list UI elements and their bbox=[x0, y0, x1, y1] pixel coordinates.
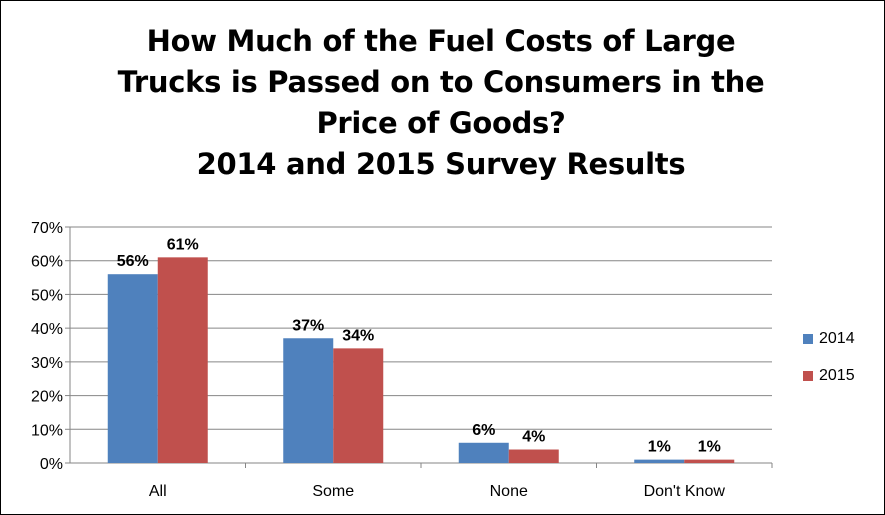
data-label-2014-3: 1% bbox=[648, 439, 671, 456]
bar-2014-0 bbox=[107, 274, 158, 463]
category-label: All bbox=[149, 483, 167, 500]
chart-title-line-1: How Much of the Fuel Costs of Large bbox=[146, 24, 736, 58]
bar-2014-2 bbox=[458, 442, 509, 463]
legend-label-2014: 2014 bbox=[819, 330, 855, 347]
chart-title-line-4: 2014 and 2015 Survey Results bbox=[196, 147, 686, 181]
legend-swatch-2014 bbox=[803, 334, 813, 344]
bar-2015-3 bbox=[684, 459, 735, 463]
y-tick-label: 50% bbox=[31, 287, 63, 304]
y-tick-label: 20% bbox=[31, 389, 63, 406]
data-label-2014-0: 56% bbox=[117, 253, 149, 270]
bar-2014-3 bbox=[634, 459, 685, 463]
chart-title-line-2: Trucks is Passed on to Consumers in the bbox=[117, 65, 765, 99]
legend-item-2015: 2015 bbox=[803, 366, 855, 386]
data-label-2014-2: 6% bbox=[472, 422, 495, 439]
legend-swatch-2015 bbox=[803, 371, 813, 381]
data-label-2015-0: 61% bbox=[167, 236, 199, 253]
bar-2014-1 bbox=[283, 338, 334, 463]
bar-2015-1 bbox=[333, 348, 384, 463]
data-label-2015-3: 1% bbox=[698, 439, 721, 456]
category-label: None bbox=[490, 483, 528, 500]
y-tick-label: 70% bbox=[31, 220, 63, 237]
chart-title-line-3: Price of Goods? bbox=[316, 106, 566, 140]
bar-2015-0 bbox=[157, 257, 208, 463]
y-tick-label: 0% bbox=[40, 456, 63, 473]
chart-title: How Much of the Fuel Costs of Large Truc… bbox=[61, 21, 821, 185]
legend: 2014 2015 bbox=[803, 329, 855, 403]
y-tick-label: 30% bbox=[31, 355, 63, 372]
y-tick-label: 40% bbox=[31, 321, 63, 338]
data-label-2014-1: 37% bbox=[292, 317, 324, 334]
legend-label-2015: 2015 bbox=[819, 367, 855, 384]
data-label-2015-1: 34% bbox=[342, 327, 374, 344]
y-tick-label: 10% bbox=[31, 422, 63, 439]
category-label: Some bbox=[312, 483, 354, 500]
y-tick-label: 60% bbox=[31, 254, 63, 271]
bar-2015-2 bbox=[508, 449, 559, 463]
data-label-2015-2: 4% bbox=[522, 429, 545, 446]
category-label: Don't Know bbox=[644, 483, 726, 500]
legend-item-2014: 2014 bbox=[803, 329, 855, 349]
